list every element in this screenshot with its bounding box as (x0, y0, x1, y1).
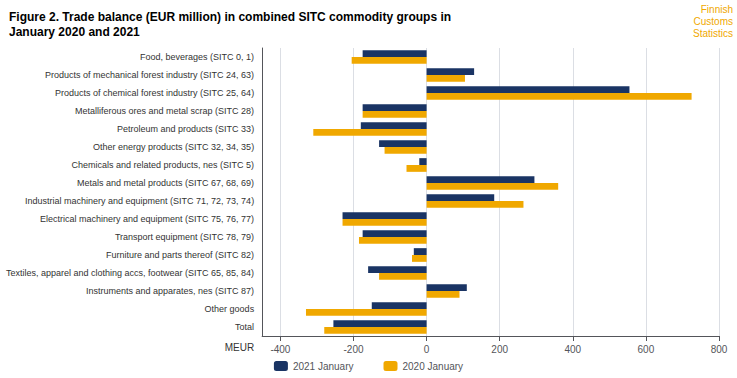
svg-text:Chemicals and related products: Chemicals and related products, nes (SIT… (72, 160, 255, 170)
svg-text:400: 400 (564, 344, 581, 355)
svg-text:Petroleum and products (SITC 3: Petroleum and products (SITC 33) (117, 124, 254, 134)
svg-text:2021 January: 2021 January (293, 361, 354, 372)
svg-text:Other energy products (SITC 32: Other energy products (SITC 32, 34, 35) (93, 142, 254, 152)
svg-text:Products of chemical forest in: Products of chemical forest industry (SI… (55, 88, 254, 98)
svg-text:MEUR: MEUR (225, 342, 254, 353)
svg-text:Other goods: Other goods (205, 304, 255, 314)
svg-text:January 2020 and 2021: January 2020 and 2021 (9, 25, 140, 39)
svg-text:200: 200 (491, 344, 508, 355)
svg-text:Instruments and apparates, nes: Instruments and apparates, nes (SITC 87) (86, 286, 254, 296)
svg-text:Figure 2. Trade balance (EUR m: Figure 2. Trade balance (EUR million) in… (9, 10, 451, 24)
svg-text:Customs: Customs (694, 16, 733, 27)
svg-text:Food, beverages (SITC 0, 1): Food, beverages (SITC 0, 1) (140, 52, 254, 62)
svg-text:Metals and metal products (SIT: Metals and metal products (SITC 67, 68, … (77, 178, 254, 188)
svg-text:Products of mechanical forest: Products of mechanical forest industry (… (45, 70, 254, 80)
svg-text:2020 January: 2020 January (403, 361, 464, 372)
svg-text:0: 0 (424, 344, 430, 355)
svg-text:Metalliferous ores and metal s: Metalliferous ores and metal scrap (SITC… (75, 106, 254, 116)
svg-text:Finnish: Finnish (701, 4, 733, 15)
svg-text:600: 600 (638, 344, 655, 355)
svg-text:800: 800 (711, 344, 728, 355)
svg-text:-400: -400 (270, 344, 290, 355)
svg-text:Furniture and parts thereof (S: Furniture and parts thereof (SITC 82) (106, 250, 254, 260)
svg-text:Total: Total (235, 322, 254, 332)
svg-text:-200: -200 (343, 344, 363, 355)
svg-text:Transport equipment (SITC 78,: Transport equipment (SITC 78, 79) (115, 232, 254, 242)
svg-text:Electrical machinery and equip: Electrical machinery and equipment (SITC… (40, 214, 254, 224)
svg-text:Statistics: Statistics (693, 28, 733, 39)
svg-text:Textiles, apparel and clothing: Textiles, apparel and clothing accs, foo… (6, 268, 254, 278)
svg-text:Industrial machinery and equip: Industrial machinery and equipment (SITC… (25, 196, 254, 206)
